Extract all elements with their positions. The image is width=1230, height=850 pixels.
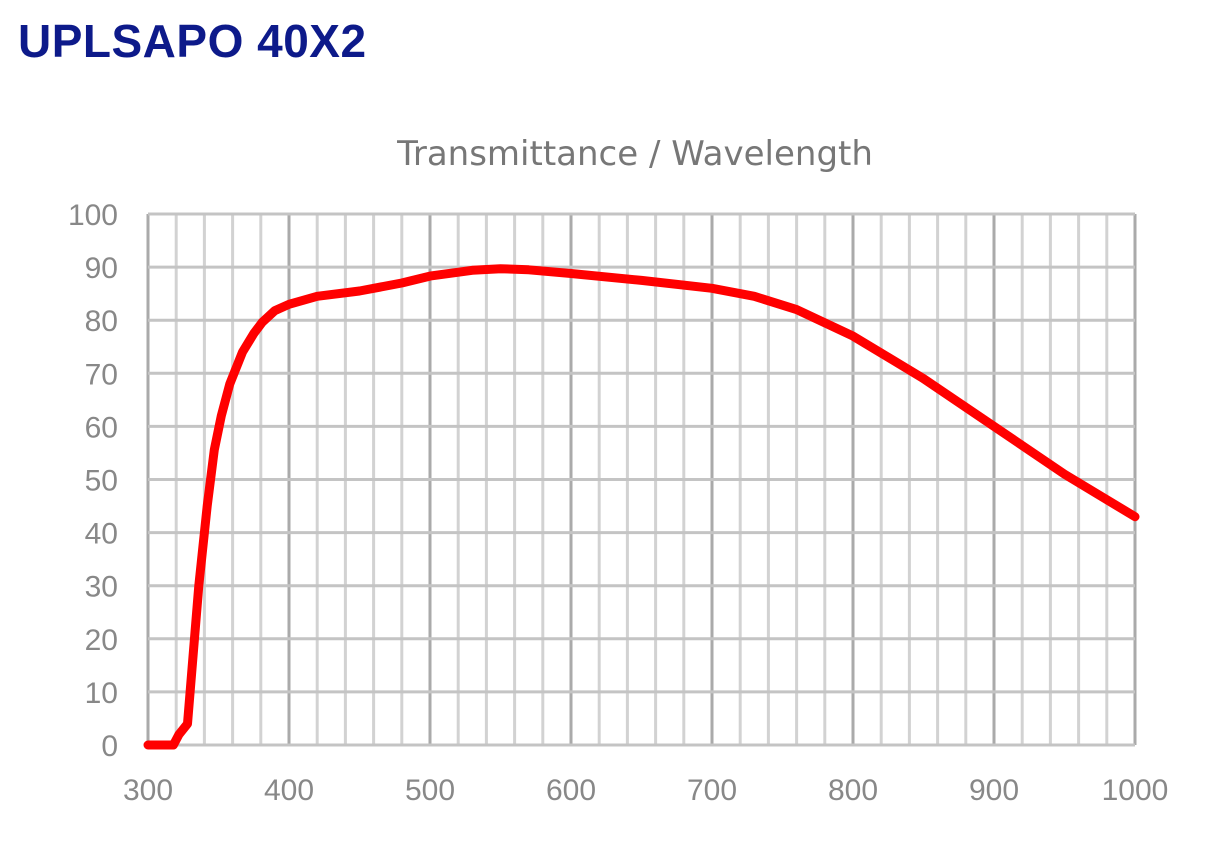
x-tick-label: 800 — [828, 774, 878, 807]
x-tick-label: 1000 — [1102, 774, 1169, 807]
x-tick-label: 700 — [687, 774, 737, 807]
page-title: UPLSAPO 40X2 — [18, 15, 367, 67]
y-tick-label: 20 — [85, 624, 118, 657]
y-tick-label: 80 — [85, 305, 118, 338]
y-tick-label: 0 — [101, 730, 118, 763]
x-tick-label: 400 — [264, 774, 314, 807]
y-tick-label: 100 — [68, 199, 118, 232]
y-tick-label: 10 — [85, 677, 118, 710]
y-tick-label: 50 — [85, 465, 118, 498]
y-tick-label: 30 — [85, 571, 118, 604]
x-tick-label: 500 — [405, 774, 455, 807]
x-tick-label: 300 — [123, 774, 173, 807]
y-tick-label: 90 — [85, 252, 118, 285]
y-tick-label: 40 — [85, 518, 118, 551]
transmittance-line — [143, 264, 1140, 750]
chart-title: Transmittance / Wavelength — [396, 134, 873, 174]
x-tick-label: 900 — [969, 774, 1019, 807]
x-tick-label: 600 — [546, 774, 596, 807]
y-tick-label: 60 — [85, 411, 118, 444]
y-tick-label: 70 — [85, 358, 118, 391]
